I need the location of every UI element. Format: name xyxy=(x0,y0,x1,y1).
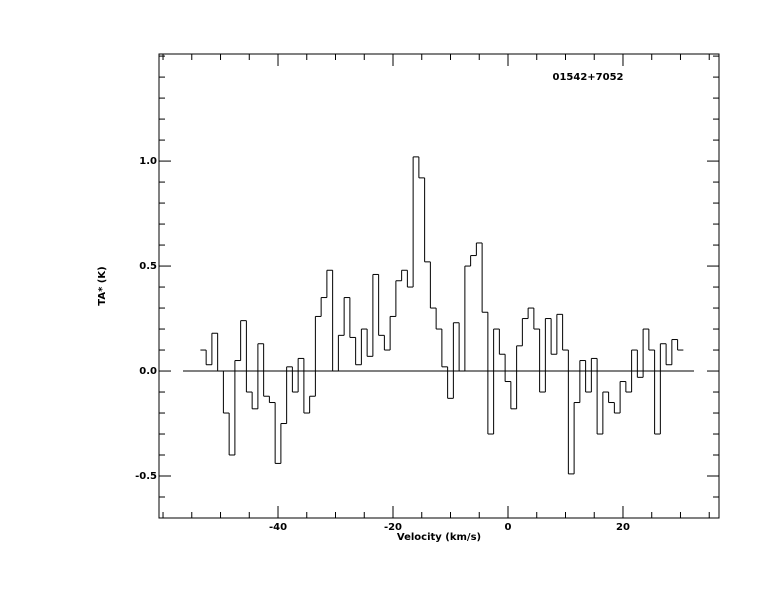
y-axis-label: TA* (K) xyxy=(97,266,108,305)
y-tick-label: 0.0 xyxy=(139,366,157,377)
y-tick-label: 1.0 xyxy=(139,156,157,167)
x-tick-label: -20 xyxy=(384,522,402,533)
x-tick-label: 20 xyxy=(616,522,630,533)
annotation: 01542+7052 xyxy=(552,72,623,83)
x-axis-label: Velocity (km/s) xyxy=(397,532,481,543)
y-tick-label: -0.5 xyxy=(135,471,157,482)
x-tick-label: 0 xyxy=(505,522,512,533)
plot-frame xyxy=(158,53,720,519)
x-tick-label: -40 xyxy=(269,522,287,533)
y-tick-label: 0.5 xyxy=(139,261,157,272)
